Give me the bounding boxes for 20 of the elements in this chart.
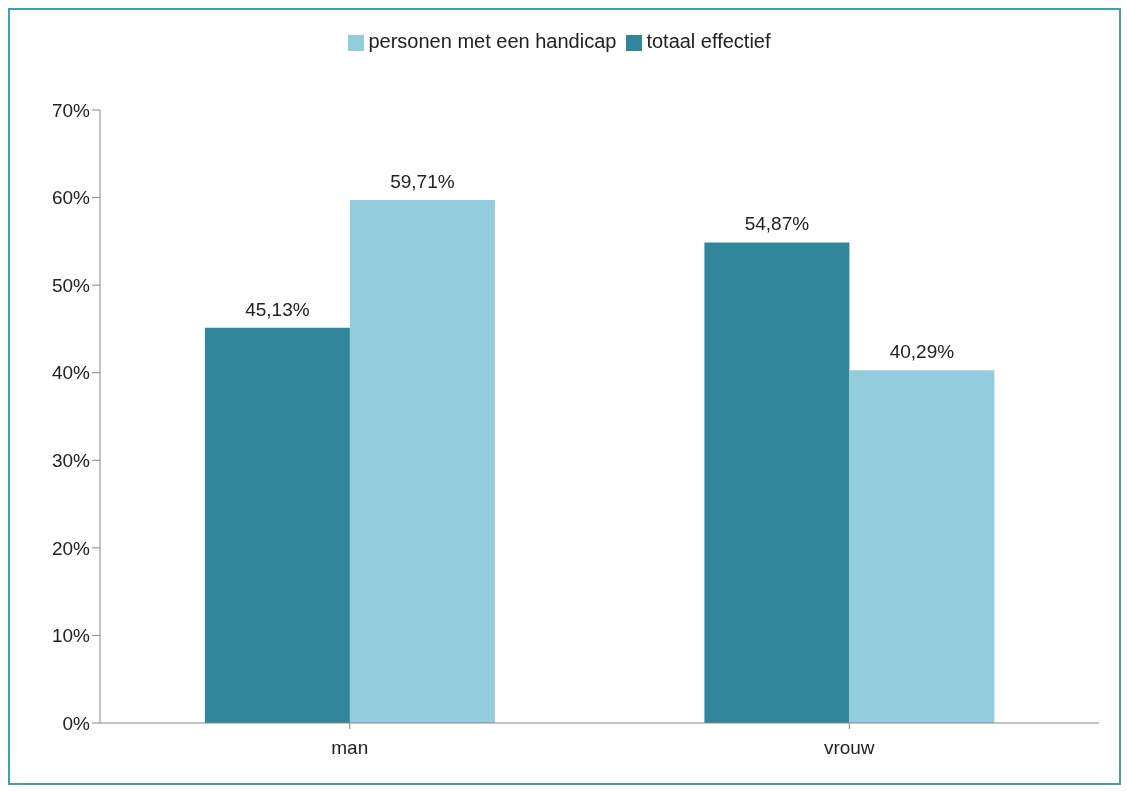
y-tick-label: 40% xyxy=(51,362,91,384)
y-tick-label: 70% xyxy=(51,99,91,121)
bar xyxy=(349,200,495,723)
bar xyxy=(849,370,995,723)
x-tick-label: vrouw xyxy=(823,737,875,759)
bar xyxy=(204,327,350,723)
y-tick-label: 50% xyxy=(51,274,91,296)
data-label: 45,13% xyxy=(245,298,310,320)
y-tick-label: 0% xyxy=(62,712,91,734)
legend-label: totaal effectief xyxy=(646,30,771,52)
bar xyxy=(704,242,850,723)
x-tick-label: man xyxy=(331,737,369,759)
y-tick-label: 20% xyxy=(51,537,91,559)
data-label: 54,87% xyxy=(744,213,810,235)
data-label: 59,71% xyxy=(390,171,455,193)
y-tick-label: 10% xyxy=(51,625,91,647)
legend-label: personen met een handicap xyxy=(368,30,617,52)
y-tick-label: 60% xyxy=(51,187,91,209)
y-tick-label: 30% xyxy=(51,450,91,472)
data-label: 40,29% xyxy=(889,341,955,363)
